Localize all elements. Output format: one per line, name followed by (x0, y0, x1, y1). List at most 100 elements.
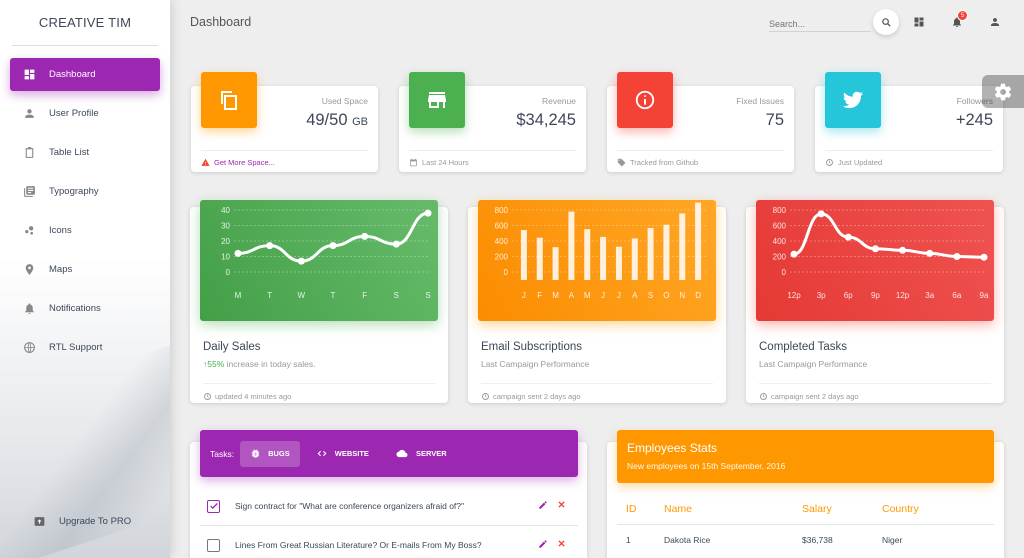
series-line (793, 212, 985, 259)
sidebar-item-label: Icons (49, 225, 72, 236)
close-icon (558, 540, 565, 547)
dashboard-icon (914, 17, 924, 27)
remove-task-button[interactable] (557, 539, 566, 551)
stat-icon-box (825, 72, 881, 128)
completed-tasks-chart: 0 200 400 600 800 12p 3p 6p 9p 12p 3a 6a 9a (756, 200, 994, 321)
bar (536, 237, 543, 280)
data-point (926, 249, 934, 257)
task-row: Lines From Great Russian Literature? Or … (200, 526, 578, 558)
brand-logo[interactable]: CREATIVE TIM (0, 0, 170, 46)
stat-footer: Tracked from Github (617, 150, 784, 167)
language-icon (22, 341, 36, 355)
column-header-salary: Salary (802, 503, 832, 515)
sidebar-item-table-list[interactable]: Table List (10, 136, 160, 169)
daily-sales-chart-svg: 0 10 20 30 40 M T W T F S S (221, 206, 432, 300)
x-tick-label: M (584, 291, 591, 300)
x-tick-label: 12p (896, 291, 910, 300)
x-tick-label: M (235, 291, 242, 300)
search-icon (881, 17, 891, 27)
page-title[interactable]: Dashboard (190, 15, 252, 29)
upgrade-to-pro-link[interactable]: Upgrade To PRO (20, 505, 131, 538)
x-tick-label: 9p (871, 291, 880, 300)
search-field[interactable] (769, 14, 871, 32)
search-button[interactable] (873, 9, 899, 35)
get-more-space-link[interactable]: Get More Space... (214, 158, 275, 167)
sidebar-item-dashboard[interactable]: Dashboard (10, 58, 160, 91)
edit-task-button[interactable] (538, 539, 548, 551)
sidebar-item-label: Dashboard (49, 69, 96, 80)
column-header-id: ID (626, 503, 637, 515)
sidebar-item-label: Typography (49, 186, 99, 197)
chart-footer: campaign sent 2 days ago (759, 383, 991, 401)
task-checkbox[interactable] (207, 499, 220, 513)
email-subscriptions-chart: 0 200 400 600 800 J F M A M J J A S O N D (478, 200, 716, 321)
sidebar-item-icons[interactable]: Icons (10, 214, 160, 247)
library-books-icon (22, 185, 36, 199)
info-icon (635, 90, 655, 110)
edit-task-button[interactable] (538, 500, 548, 512)
sidebar-item-label: User Profile (49, 108, 99, 119)
bar (568, 211, 575, 280)
bar (520, 229, 527, 280)
tasks-header: Tasks: BUGS WEBSITE SERVER (200, 430, 578, 477)
remove-task-button[interactable] (557, 500, 566, 512)
sidebar-item-maps[interactable]: Maps (10, 253, 160, 286)
bar (679, 213, 686, 280)
warning-icon (201, 158, 210, 167)
task-checkbox[interactable] (207, 538, 220, 552)
location-icon (22, 263, 36, 277)
settings-button[interactable] (982, 75, 1024, 108)
user-menu-button[interactable] (989, 16, 1001, 28)
tab-bugs[interactable]: BUGS (240, 440, 300, 467)
sidebar-item-label: Table List (49, 147, 90, 158)
clock-icon (203, 392, 212, 401)
stat-category: Fixed Issues (736, 96, 784, 106)
stat-card-fixed-issues: Fixed Issues 75 Tracked from Github (607, 72, 794, 172)
sidebar-item-notifications[interactable]: Notifications (10, 292, 160, 325)
tab-website[interactable]: WEBSITE (306, 441, 379, 467)
tab-server[interactable]: SERVER (385, 441, 457, 467)
x-tick-label: N (679, 291, 685, 300)
bar (600, 236, 607, 280)
bar (615, 246, 622, 280)
stat-footer: Just Updated (825, 150, 993, 167)
stat-category: Followers (956, 96, 993, 106)
y-tick-label: 600 (773, 222, 787, 231)
bar (552, 247, 559, 280)
stat-value: +245 (955, 111, 993, 129)
upgrade-label: Upgrade To PRO (59, 516, 132, 527)
y-tick-label: 800 (495, 206, 509, 215)
stat-value: 75 (765, 111, 784, 129)
task-text: Lines From Great Russian Literature? Or … (235, 540, 482, 550)
stat-icon-box (409, 72, 465, 128)
task-text: Sign contract for "What are conference o… (235, 501, 465, 511)
chart-title: Completed Tasks (759, 341, 847, 353)
data-point (361, 232, 369, 240)
person-icon (22, 107, 36, 121)
x-tick-label: J (617, 291, 621, 300)
data-point (871, 245, 879, 253)
dashboard-top-button[interactable] (913, 16, 925, 28)
stat-category: Used Space (321, 96, 368, 106)
chart-subtitle: Last Campaign Performance (759, 359, 868, 369)
x-tick-label: F (362, 291, 367, 300)
stat-footer: Get More Space... (201, 150, 368, 167)
tag-icon (617, 158, 626, 167)
x-tick-label: 3a (925, 291, 934, 300)
search-input[interactable] (769, 17, 871, 29)
stat-icon-box (201, 72, 257, 128)
sidebar: CREATIVE TIM Dashboard User Profile Tabl… (0, 0, 170, 558)
person-icon (991, 18, 999, 26)
unarchive-icon (32, 515, 46, 529)
sidebar-item-rtl-support[interactable]: RTL Support (10, 331, 160, 364)
data-point (392, 240, 400, 248)
data-point (266, 242, 274, 250)
twitter-icon (842, 91, 864, 109)
x-tick-label: 6p (844, 291, 853, 300)
table-cell-country: Niger (882, 535, 903, 545)
x-tick-label: F (537, 291, 542, 300)
clock-icon (759, 392, 768, 401)
bar (663, 224, 670, 280)
sidebar-item-typography[interactable]: Typography (10, 175, 160, 208)
sidebar-item-user-profile[interactable]: User Profile (10, 97, 160, 130)
